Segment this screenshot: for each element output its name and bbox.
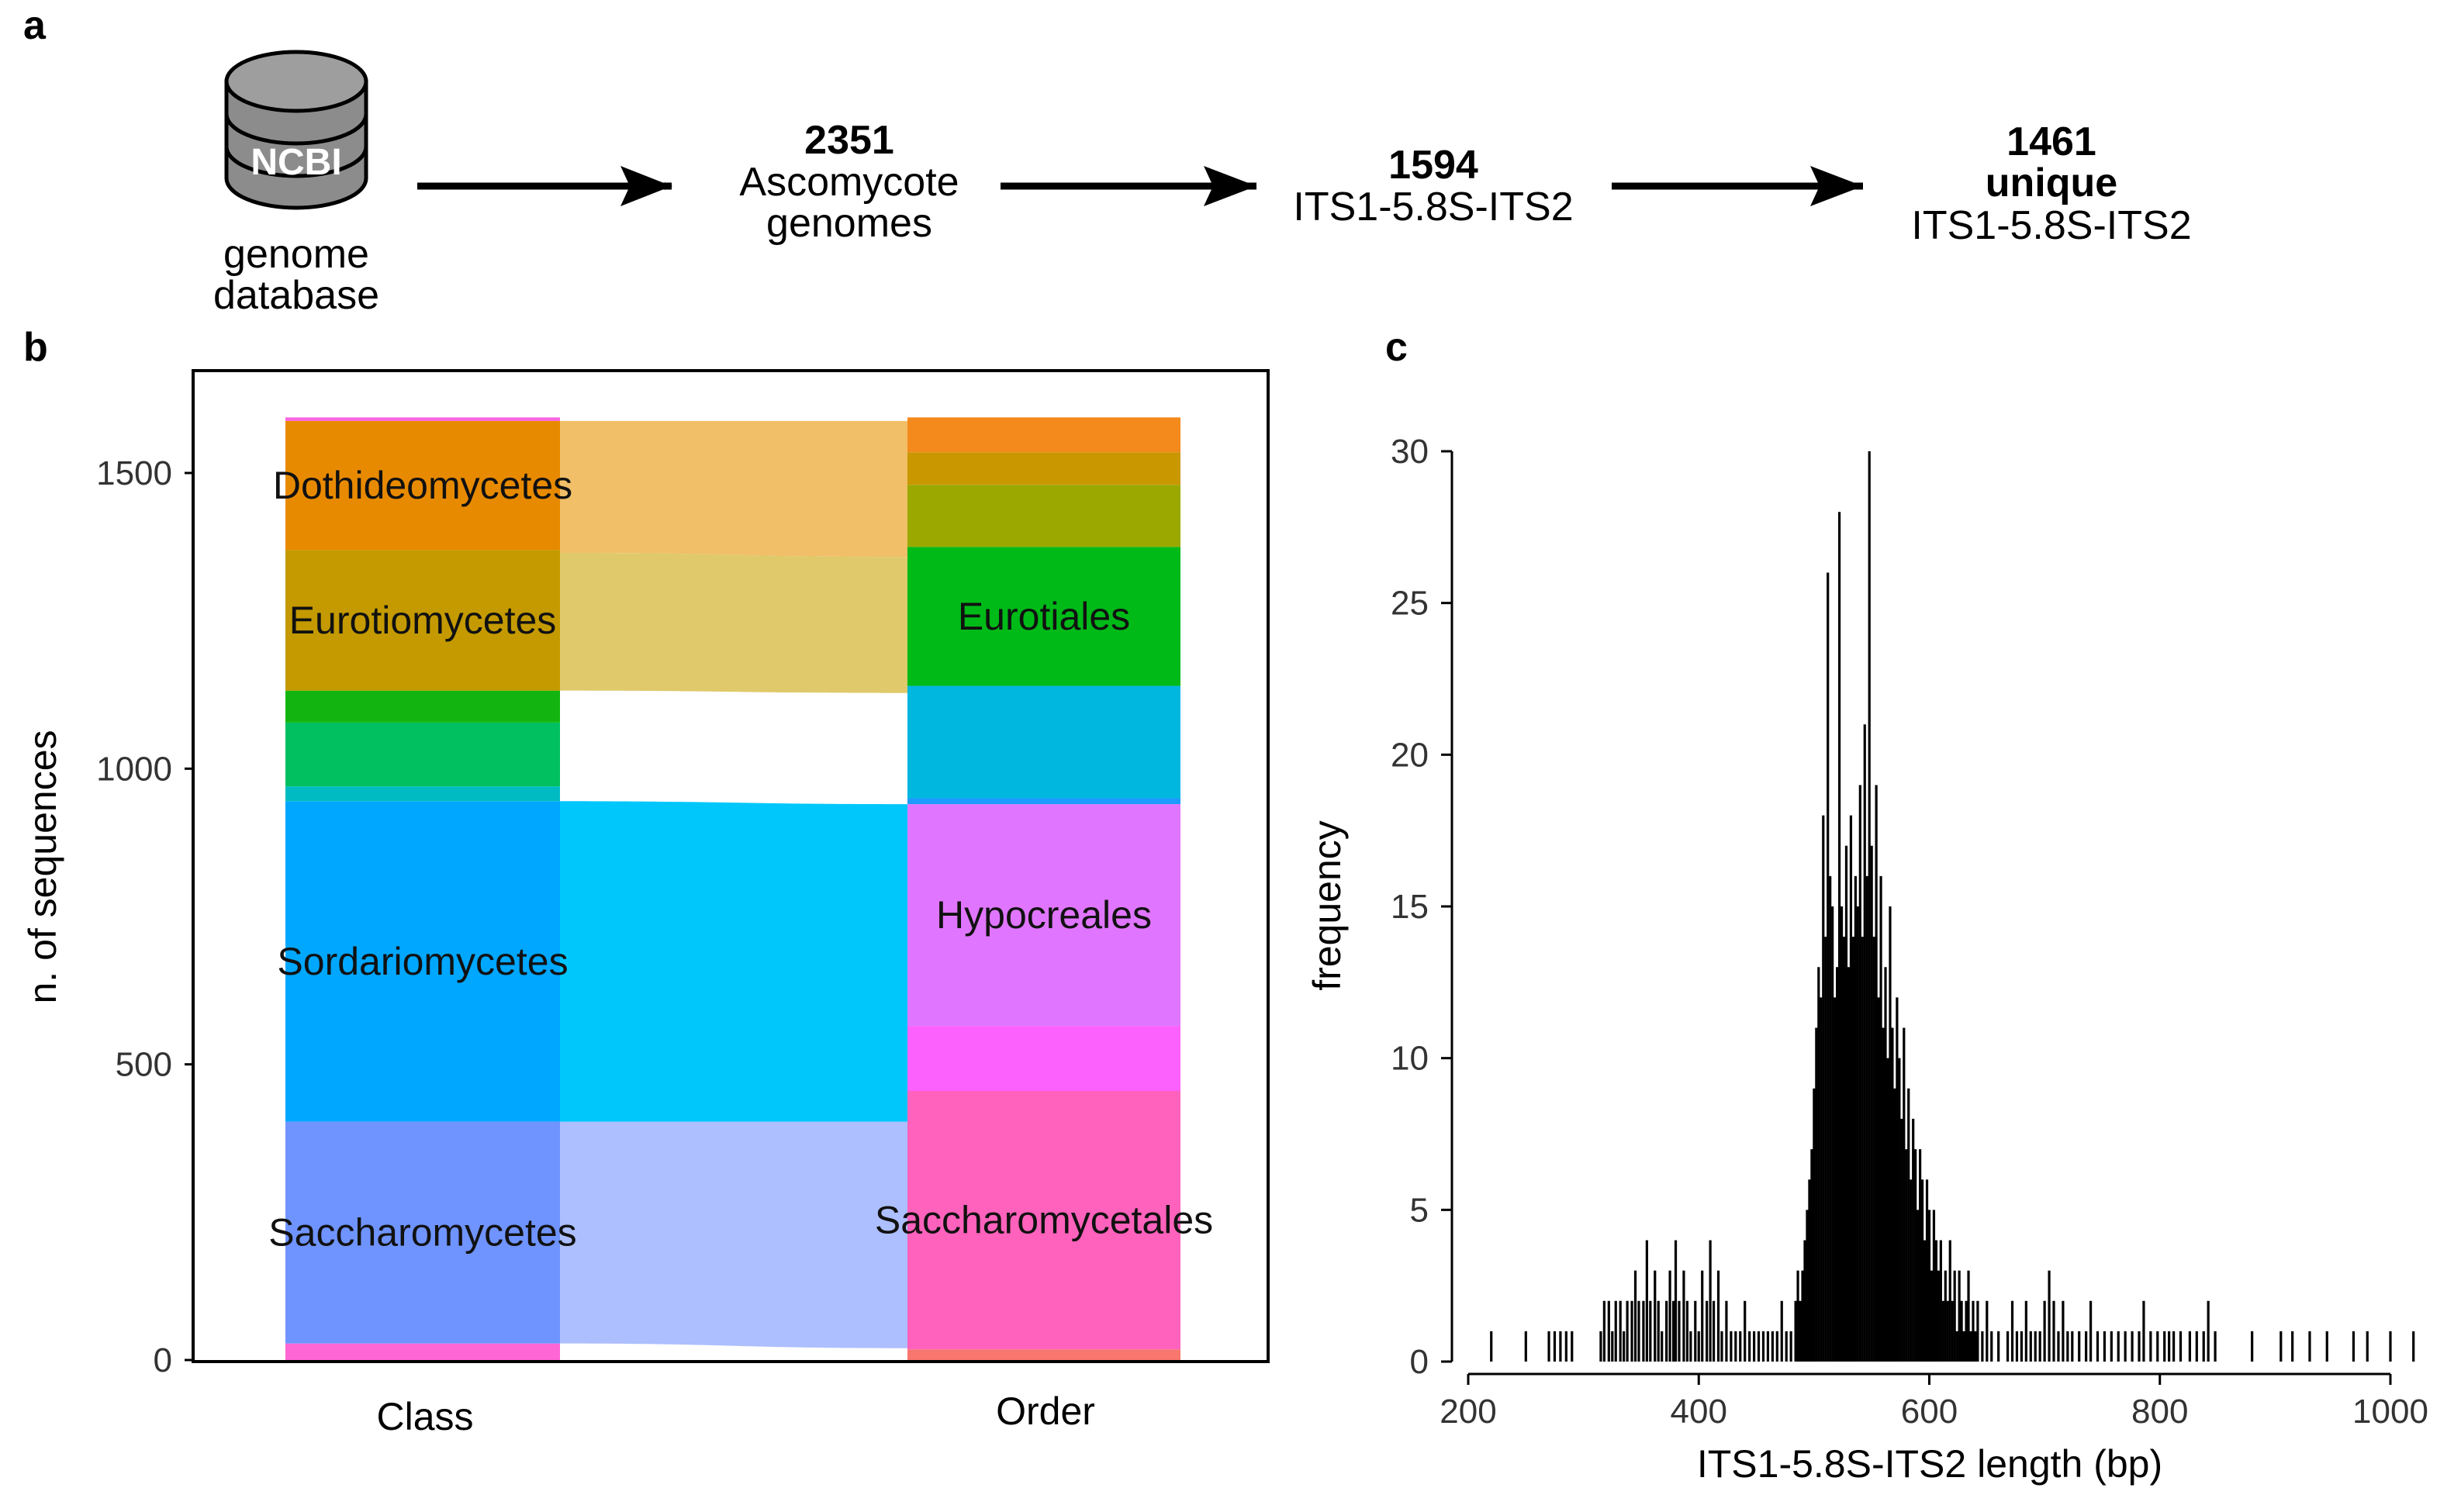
histogram-x-tick-label: 800: [2131, 1393, 2188, 1431]
histogram-y-axis-title: frequency: [1305, 820, 1349, 991]
histogram-x-tick-label: 400: [1671, 1393, 1727, 1431]
histogram-y-tick-label: 10: [1391, 1040, 1429, 1078]
histogram-y-tick-label: 5: [1410, 1191, 1429, 1229]
order-stratum-label: Eurotiales: [958, 595, 1130, 638]
histogram-y-tick-label: 15: [1391, 888, 1429, 926]
step1-count: 2351: [804, 118, 894, 163]
histogram-y-tick-label: 25: [1391, 585, 1429, 623]
step2-count: 1594: [1388, 143, 1478, 188]
alluvial-y-tick-label: 1500: [96, 454, 172, 492]
database-icon: NCBI: [224, 50, 368, 210]
class-stratum: [285, 417, 560, 421]
alluvial-plot-frame: [192, 369, 1270, 1363]
step3-line1: ITS1-5.8S-ITS2: [1911, 203, 2191, 248]
order-stratum: [907, 804, 1180, 1027]
flow-arrowhead-1: [620, 166, 672, 206]
class-stratum: [285, 801, 560, 1122]
class-stratum: [285, 722, 560, 787]
histogram-y-tick-label: 30: [1391, 433, 1429, 471]
class-stratum-label: Sordariomycetes: [277, 940, 568, 983]
class-stratum: [285, 690, 560, 723]
alluvial-flow: [560, 420, 907, 558]
class-stratum: [285, 420, 560, 551]
class-stratum: [285, 550, 560, 691]
alluvial-flow: [560, 1121, 907, 1348]
order-stratum-label: Saccharomycetales: [875, 1199, 1213, 1242]
alluvial-y-axis-title: n. of sequences: [21, 730, 64, 1003]
order-stratum: [907, 1026, 1180, 1091]
panel-b-letter: b: [23, 325, 48, 370]
histogram-x-tick-label: 600: [1901, 1393, 1958, 1431]
histogram-x-tick-label: 200: [1440, 1393, 1496, 1431]
alluvial-y-tick-label: 0: [154, 1341, 172, 1379]
class-stratum: [285, 1121, 560, 1344]
order-stratum: [907, 417, 1180, 453]
alluvial-y-tick-label: 1000: [96, 750, 172, 788]
step2-line1: ITS1-5.8S-ITS2: [1293, 185, 1573, 230]
step1-line2: genomes: [766, 201, 932, 246]
alluvial-y-tick-label: 500: [116, 1046, 172, 1084]
panel-a-letter: a: [23, 3, 47, 48]
order-stratum: [907, 485, 1180, 547]
class-stratum-label: Saccharomycetes: [268, 1211, 576, 1255]
step3-count: 1461: [2006, 119, 2096, 164]
class-stratum: [285, 786, 560, 802]
histogram-x-axis-title: ITS1-5.8S-ITS2 length (bp): [1697, 1442, 2162, 1486]
histogram-y-tick-label: 20: [1391, 736, 1429, 774]
class-stratum-label: Dothideomycetes: [273, 464, 572, 507]
panel-c-letter: c: [1385, 325, 1408, 370]
database-icon-label: NCBI: [251, 142, 341, 183]
order-stratum: [907, 547, 1180, 686]
alluvial-plot: 0 500 1000 1500 n. of sequences Saccharomycet…: [21, 417, 1213, 1438]
alluvial-x-label-class: Class: [376, 1395, 473, 1438]
database-caption-line1: genome: [223, 232, 369, 277]
alluvial-x-label-order: Order: [996, 1389, 1095, 1433]
order-stratum-label: Hypocreales: [936, 893, 1152, 937]
step3-unique: unique: [1986, 161, 2117, 205]
alluvial-flow: [560, 552, 907, 693]
histogram-plot: 200 400 600 800 1000 0 5 10 15 20 25 30 ITS1-5.8S-IT…: [1305, 433, 2428, 1486]
database-caption-line2: database: [213, 273, 379, 318]
class-stratum-label: Eurotiomycetes: [289, 599, 557, 642]
alluvial-flow: [560, 801, 907, 1122]
class-stratum: [285, 1343, 560, 1360]
flow-arrowhead-3: [1810, 166, 1863, 206]
flow-arrowhead-2: [1204, 166, 1256, 206]
histogram-x-tick-label: 1000: [2352, 1393, 2428, 1431]
order-stratum: [907, 798, 1180, 805]
order-stratum: [907, 685, 1180, 799]
order-stratum: [907, 1349, 1180, 1360]
order-stratum: [907, 1090, 1180, 1350]
step1-line1: Ascomycote: [739, 160, 959, 205]
histogram-y-tick-label: 0: [1410, 1343, 1429, 1381]
order-stratum: [907, 452, 1180, 485]
